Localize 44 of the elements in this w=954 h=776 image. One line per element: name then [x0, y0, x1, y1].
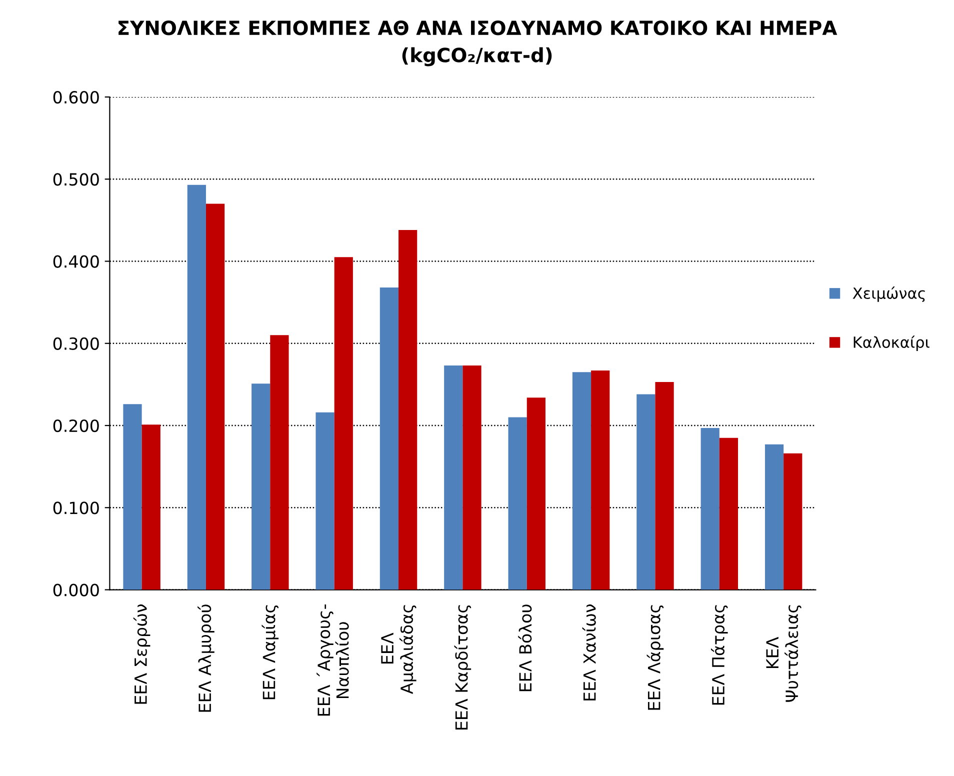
- bar: [316, 412, 334, 590]
- bar: [142, 424, 160, 590]
- bar: [572, 372, 592, 590]
- bar: [380, 288, 399, 590]
- x-tick-label: ΕΕΛ Πάτρας: [710, 605, 728, 705]
- x-tick-label: ΕΕΛ Σερρών: [133, 604, 150, 704]
- x-tick-label: ΕΕΛ ΄Αργους- Ναυπλίου: [316, 604, 349, 716]
- y-tick-label: 0.400: [53, 255, 99, 268]
- x-tick-label: ΕΕΛ Λαμίας: [262, 605, 279, 700]
- x-tick-label: ΕΕΛ Αλμυρού: [198, 604, 214, 712]
- legend-label: Χειμώνας: [852, 286, 925, 302]
- bar: [252, 384, 270, 590]
- bar: [526, 398, 546, 590]
- x-tick-label: ΚΕΛ Ψυττάλειας: [766, 605, 802, 702]
- chart-subtitle: (kgCO₂/κατ-d): [402, 47, 552, 66]
- chart-title: ΣΥΝΟΛΙΚΕΣ ΕΚΠΟΜΠΕΣ ΑΘ ΑΝΑ ΙΣΟΔΥΝΑΜΟ ΚΑΤΟΙΚΟ ΚΑΙ ΗΜΕΡΑ: [118, 20, 838, 36]
- y-tick-label: 0.600: [53, 90, 99, 104]
- y-tick-label: 0.300: [53, 337, 99, 350]
- bar: [187, 184, 206, 590]
- bar: [334, 257, 353, 590]
- bar: [462, 366, 482, 590]
- bar: [123, 404, 142, 590]
- bar: [444, 366, 463, 590]
- x-tick-label: ΕΕΛ Αμαλιάδας: [381, 605, 416, 694]
- bar: [398, 230, 418, 590]
- bar: [764, 444, 784, 590]
- x-tick-label: ΕΕΛ Λάρισας: [646, 605, 664, 710]
- bar: [636, 394, 656, 590]
- x-tick-label: ΕΕΛ Καρδίτσας: [454, 605, 472, 730]
- bar: [719, 438, 738, 590]
- bar: [700, 428, 720, 590]
- bar: [655, 382, 674, 590]
- bar: [591, 370, 610, 590]
- bar: [508, 417, 527, 590]
- bar: [206, 204, 225, 590]
- x-tick-label: ΕΕΛ Βόλου: [518, 604, 532, 692]
- bar: [270, 335, 289, 590]
- bar: [784, 453, 802, 590]
- y-tick-label: 0.200: [53, 419, 99, 432]
- x-tick-label: ΕΕΛ Χανίων: [582, 604, 596, 700]
- y-tick-label: 0.500: [53, 173, 99, 186]
- y-tick-label: 0.000: [53, 584, 99, 596]
- y-tick-label: 0.100: [53, 502, 99, 514]
- legend-label: Καλοκαίρι: [854, 336, 930, 351]
